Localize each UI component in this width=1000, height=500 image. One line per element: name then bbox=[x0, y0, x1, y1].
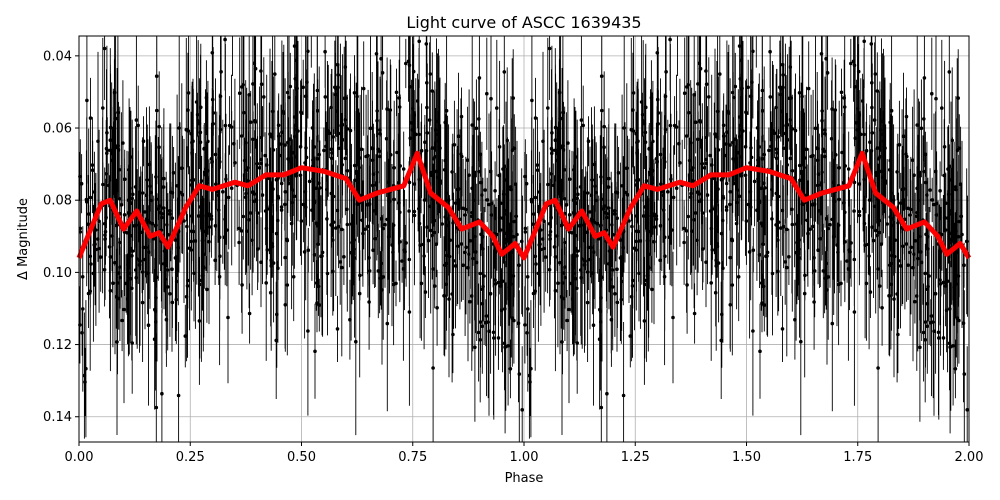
chart-title: Light curve of ASCC 1639435 bbox=[406, 13, 641, 32]
x-tick-label: 1.00 bbox=[510, 450, 539, 465]
y-tick-label: 0.10 bbox=[43, 266, 72, 281]
x-axis-label: Phase bbox=[505, 471, 544, 486]
y-axis-label: Δ Magnitude bbox=[16, 198, 31, 280]
x-axis-ticks: 0.00 0.25 0.50 0.75 1.00 1.25 1.50 1.75 2.00 bbox=[65, 442, 984, 465]
y-tick-label: 0.06 bbox=[43, 122, 72, 137]
x-tick-label: 0.00 bbox=[65, 450, 94, 465]
x-tick-label: 1.75 bbox=[843, 450, 872, 465]
y-tick-label: 0.14 bbox=[43, 410, 72, 425]
y-axis-ticks: 0.04 0.06 0.08 0.10 0.12 0.14 bbox=[43, 49, 79, 425]
x-tick-label: 0.50 bbox=[287, 450, 316, 465]
data-points bbox=[78, 36, 970, 442]
x-tick-label: 1.25 bbox=[621, 450, 650, 465]
y-tick-label: 0.04 bbox=[43, 49, 72, 64]
plot-area bbox=[76, 35, 972, 443]
x-tick-label: 0.25 bbox=[176, 450, 205, 465]
x-tick-label: 2.00 bbox=[955, 450, 984, 465]
y-tick-label: 0.08 bbox=[43, 194, 72, 209]
binned-mean-curve bbox=[76, 150, 972, 261]
x-tick-label: 0.75 bbox=[398, 450, 427, 465]
x-tick-label: 1.50 bbox=[732, 450, 761, 465]
y-tick-label: 0.12 bbox=[43, 338, 72, 353]
